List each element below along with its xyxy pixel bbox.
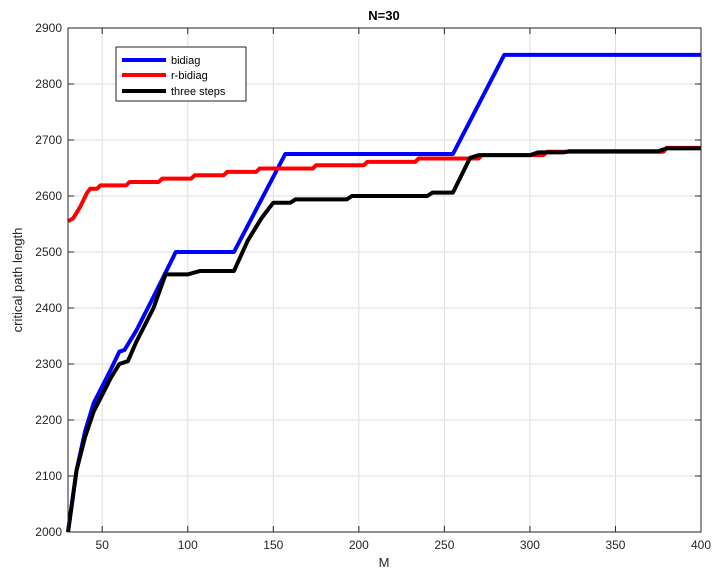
x-tick-label: 250	[434, 538, 454, 552]
y-tick-label: 2200	[35, 413, 62, 427]
plot-frame	[67, 27, 702, 533]
y-tick-label: 2800	[35, 77, 62, 91]
y-tick-label: 2400	[35, 301, 62, 315]
plot-background	[68, 28, 701, 532]
y-tick-label: 2900	[35, 21, 62, 35]
x-tick-label: 100	[178, 538, 198, 552]
y-tick-label: 2700	[35, 133, 62, 147]
y-tick-label: 2000	[35, 525, 62, 539]
legend-label-three-steps: three steps	[171, 86, 226, 98]
chart-title: N=30	[368, 8, 399, 23]
x-tick-label: 350	[605, 538, 625, 552]
y-tick-label: 2300	[35, 357, 62, 371]
y-tick-label: 2600	[35, 189, 62, 203]
legend-label-r-bidiag: r-bidiag	[171, 70, 208, 82]
x-tick-label: 300	[520, 538, 540, 552]
y-tick-label: 2500	[35, 245, 62, 259]
y-axis-title: critical path length	[10, 228, 25, 333]
x-tick-label: 200	[349, 538, 369, 552]
y-tick-label: 2100	[35, 469, 62, 483]
x-tick-label: 150	[263, 538, 283, 552]
x-axis-title: M	[379, 555, 390, 570]
series-line-bidiag	[66, 52, 701, 533]
legend-label-bidiag: bidiag	[171, 55, 200, 67]
series-line-three-steps	[66, 146, 701, 533]
axis-ticks: 50 100 150 200 250 300 350 400 2000 2100 2200 2300 2…	[35, 21, 711, 552]
x-tick-label: 50	[96, 538, 110, 552]
x-tick-label: 400	[691, 538, 711, 552]
series-lines	[66, 52, 701, 533]
legend: bidiag r-bidiag three steps	[115, 46, 247, 102]
